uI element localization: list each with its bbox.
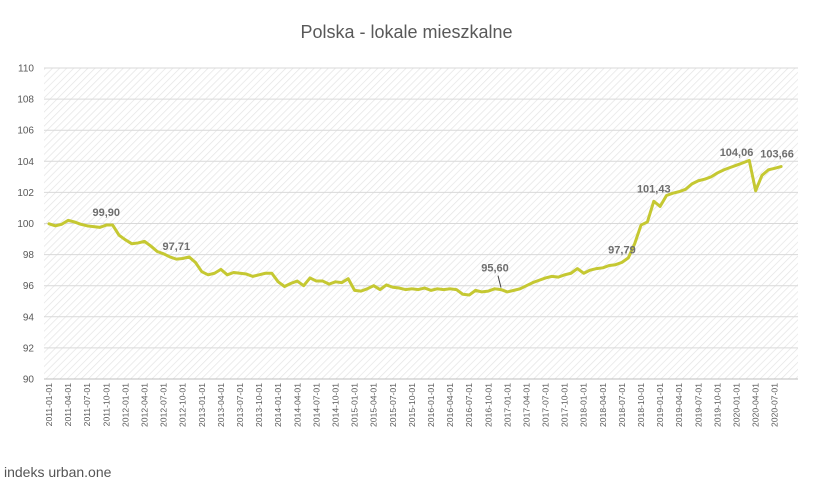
x-tick-label: 2018-07-01 bbox=[617, 383, 627, 427]
x-tick-label: 2012-01-01 bbox=[120, 383, 130, 427]
y-tick-label: 102 bbox=[17, 188, 34, 199]
x-tick-label: 2018-01-01 bbox=[579, 383, 589, 427]
x-tick-label: 2012-04-01 bbox=[139, 383, 149, 427]
x-tick-label: 2020-07-01 bbox=[770, 383, 780, 427]
x-tick-label: 2011-01-01 bbox=[44, 383, 54, 427]
x-tick-label: 2019-01-01 bbox=[655, 383, 665, 427]
x-tick-label: 2014-07-01 bbox=[311, 383, 321, 427]
x-tick-label: 2013-04-01 bbox=[216, 383, 226, 427]
x-tick-label: 2016-01-01 bbox=[426, 383, 436, 427]
data-label-leader bbox=[497, 275, 502, 288]
data-label: 97,79 bbox=[608, 244, 636, 256]
footer-brand: indeks urban.one bbox=[4, 464, 112, 480]
x-tick-label: 2015-10-01 bbox=[407, 383, 417, 427]
x-tick-label: 2013-10-01 bbox=[254, 383, 264, 427]
series-line bbox=[47, 158, 783, 297]
y-tick-label: 90 bbox=[23, 375, 35, 386]
x-tick-label: 2011-10-01 bbox=[101, 383, 111, 427]
y-tick-label: 106 bbox=[17, 126, 34, 137]
x-tick-label: 2015-01-01 bbox=[350, 383, 360, 427]
data-label: 95,60 bbox=[481, 263, 509, 275]
x-tick-label: 2012-07-01 bbox=[159, 383, 169, 427]
x-tick-label: 2013-07-01 bbox=[235, 383, 245, 427]
x-tick-label: 2013-01-01 bbox=[197, 383, 207, 427]
x-tick-label: 2015-04-01 bbox=[369, 383, 379, 427]
x-tick-label: 2017-01-01 bbox=[502, 383, 512, 427]
x-tick-label: 2016-10-01 bbox=[483, 383, 493, 427]
x-tick-label: 2018-10-01 bbox=[636, 383, 646, 427]
x-tick-label: 2016-07-01 bbox=[464, 383, 474, 427]
x-tick-label: 2015-07-01 bbox=[388, 383, 398, 427]
data-label: 103,66 bbox=[760, 149, 794, 161]
y-tick-label: 108 bbox=[17, 95, 34, 106]
data-label: 101,43 bbox=[637, 183, 671, 195]
y-tick-label: 96 bbox=[23, 281, 35, 292]
x-tick-label: 2016-04-01 bbox=[445, 383, 455, 427]
y-tick-label: 94 bbox=[23, 312, 35, 323]
y-tick-label: 104 bbox=[17, 157, 34, 168]
data-label: 104,06 bbox=[720, 147, 754, 159]
data-label: 97,71 bbox=[163, 241, 191, 253]
x-tick-label: 2019-04-01 bbox=[674, 383, 684, 427]
x-tick-label: 2014-04-01 bbox=[292, 383, 302, 427]
y-tick-label: 100 bbox=[17, 219, 34, 230]
x-tick-label: 2020-01-01 bbox=[732, 383, 742, 427]
x-tick-label: 2011-04-01 bbox=[63, 383, 73, 427]
x-tick-label: 2019-10-01 bbox=[712, 383, 722, 427]
y-tick-label: 98 bbox=[23, 250, 35, 261]
x-tick-label: 2014-01-01 bbox=[273, 383, 283, 427]
x-tick-label: 2017-04-01 bbox=[521, 383, 531, 427]
x-tick-label: 2017-07-01 bbox=[541, 383, 551, 427]
x-tick-label: 2019-07-01 bbox=[693, 383, 703, 427]
y-tick-label: 110 bbox=[18, 64, 34, 75]
x-tick-label: 2020-04-01 bbox=[751, 383, 761, 427]
x-tick-label: 2018-04-01 bbox=[598, 383, 608, 427]
chart-title: Polska - lokale mieszkalne bbox=[300, 22, 513, 42]
x-tick-label: 2011-07-01 bbox=[82, 383, 92, 427]
x-tick-label: 2012-10-01 bbox=[178, 383, 188, 427]
x-tick-label: 2017-10-01 bbox=[560, 383, 570, 427]
data-label: 99,90 bbox=[93, 207, 121, 219]
x-tick-label: 2014-10-01 bbox=[330, 383, 340, 427]
y-tick-label: 92 bbox=[23, 343, 35, 354]
